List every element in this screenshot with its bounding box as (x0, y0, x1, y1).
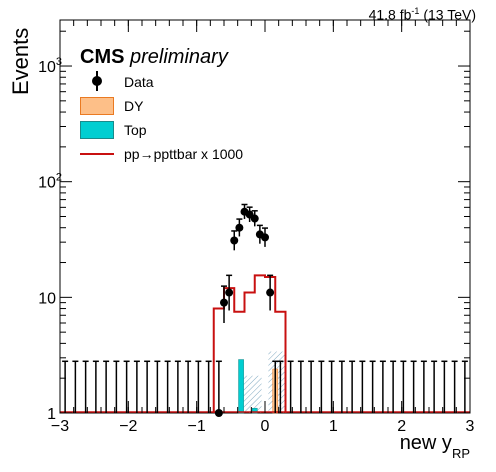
x-axis-label: new yRP (399, 432, 470, 461)
x-tick-label: 1 (329, 418, 338, 435)
legend-entry-dy: DY (80, 94, 243, 118)
y-tick-label: 1 (47, 406, 56, 423)
x-tick-label: 3 (466, 418, 475, 435)
data-marker-icon (80, 71, 114, 91)
data-point (230, 236, 239, 245)
dy-swatch-icon (80, 97, 114, 115)
legend-entry-data: Data (80, 70, 243, 94)
uncertainty-band-0 (241, 375, 262, 413)
x-tick-label: −3 (51, 418, 69, 435)
luminosity-label: 41.8 fb-1 (13 TeV) (368, 6, 476, 23)
legend-entry-top: Top (80, 118, 243, 142)
legend: Data DY Top pp→ppttbar x 1000 (80, 70, 243, 166)
data-point (220, 298, 228, 307)
y-tick-label: 10 (38, 290, 56, 307)
cms-label: CMS preliminary (80, 46, 228, 68)
data-point (225, 288, 234, 297)
data-point (214, 409, 223, 417)
top-bar-0 (238, 359, 244, 414)
top-swatch-icon (80, 121, 114, 139)
x-tick-label: −1 (188, 418, 206, 435)
y-axis-label: Events (8, 27, 33, 95)
data-point (261, 233, 269, 242)
y-tick-label: 103 (38, 56, 62, 76)
y-tick-label: 102 (38, 172, 62, 192)
x-tick-label: 0 (261, 418, 270, 435)
x-tick-label: 2 (397, 418, 406, 435)
legend-entry-signal: pp→ppttbar x 1000 (80, 142, 243, 166)
top-bar-1 (251, 407, 258, 414)
x-tick-label: −2 (119, 418, 137, 435)
data-point (266, 288, 275, 297)
data-point (235, 223, 244, 232)
signal-line-icon (80, 145, 114, 163)
data-point (250, 214, 259, 223)
